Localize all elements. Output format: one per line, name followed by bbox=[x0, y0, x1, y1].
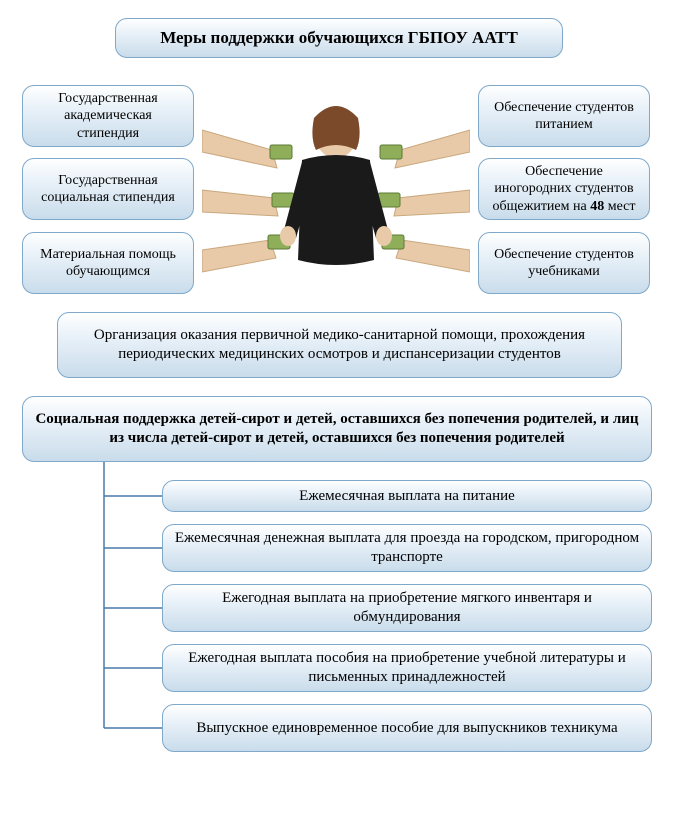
list-item-1-text: Ежемесячная выплата на питание bbox=[299, 487, 515, 506]
list-item-5-text: Выпускное единовременное пособие для вып… bbox=[196, 719, 617, 738]
right-box-3: Обеспечение студентов учебниками bbox=[478, 232, 650, 294]
left-box-3: Материальная помощь обучающимся bbox=[22, 232, 194, 294]
list-item-3-text: Ежегодная выплата на приобретение мягког… bbox=[173, 589, 641, 627]
right-box-2-text: Обеспечение иногородних студентов общежи… bbox=[489, 163, 639, 216]
list-item-2: Ежемесячная денежная выплата для проезда… bbox=[162, 524, 652, 572]
right-box-2: Обеспечение иногородних студентов общежи… bbox=[478, 158, 650, 220]
center-illustration bbox=[202, 90, 470, 298]
left-box-1-text: Государственная академическая стипендия bbox=[33, 90, 183, 143]
orphan-support-heading-text: Социальная поддержка детей-сирот и детей… bbox=[33, 410, 641, 448]
left-box-2: Государственная социальная стипендия bbox=[22, 158, 194, 220]
list-item-4-text: Ежегодная выплата пособия на приобретени… bbox=[173, 649, 641, 687]
list-item-3: Ежегодная выплата на приобретение мягког… bbox=[162, 584, 652, 632]
list-item-5: Выпускное единовременное пособие для вып… bbox=[162, 704, 652, 752]
medical-support-text: Организация оказания первичной медико-са… bbox=[68, 326, 611, 364]
left-box-1: Государственная академическая стипендия bbox=[22, 85, 194, 147]
medical-support-box: Организация оказания первичной медико-са… bbox=[57, 312, 622, 378]
right-box-1-text: Обеспечение студентов питанием bbox=[489, 99, 639, 134]
title-text: Меры поддержки обучающихся ГБПОУ ААТТ bbox=[160, 27, 518, 48]
right-box-3-text: Обеспечение студентов учебниками bbox=[489, 246, 639, 281]
list-item-4: Ежегодная выплата пособия на приобретени… bbox=[162, 644, 652, 692]
money-hands-icon bbox=[202, 90, 470, 298]
list-item-1: Ежемесячная выплата на питание bbox=[162, 480, 652, 512]
title-box: Меры поддержки обучающихся ГБПОУ ААТТ bbox=[115, 18, 563, 58]
right-box-1: Обеспечение студентов питанием bbox=[478, 85, 650, 147]
left-box-2-text: Государственная социальная стипендия bbox=[33, 172, 183, 207]
list-item-2-text: Ежемесячная денежная выплата для проезда… bbox=[173, 529, 641, 567]
orphan-support-heading: Социальная поддержка детей-сирот и детей… bbox=[22, 396, 652, 462]
left-box-3-text: Материальная помощь обучающимся bbox=[33, 246, 183, 281]
